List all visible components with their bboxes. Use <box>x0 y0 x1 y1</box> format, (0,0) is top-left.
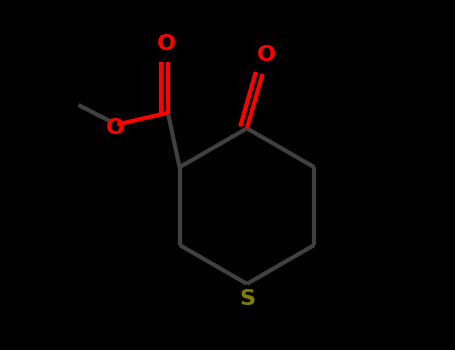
Text: O: O <box>157 34 176 54</box>
Text: O: O <box>257 46 276 65</box>
Text: S: S <box>239 288 255 309</box>
Text: O: O <box>106 118 125 138</box>
